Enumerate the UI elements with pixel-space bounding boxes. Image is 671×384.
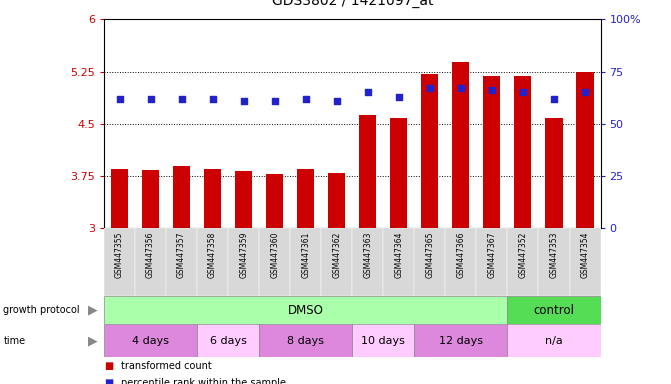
- Bar: [104, 296, 507, 324]
- Point: [331, 98, 342, 104]
- Text: GSM447363: GSM447363: [363, 232, 372, 278]
- Point: [269, 98, 280, 104]
- Point: [456, 85, 466, 91]
- Point: [549, 96, 560, 102]
- Point: [362, 89, 373, 96]
- Text: control: control: [533, 304, 574, 316]
- Bar: [546, 118, 562, 228]
- Text: GSM447357: GSM447357: [177, 232, 186, 278]
- Bar: [104, 228, 135, 296]
- Point: [580, 89, 590, 96]
- Text: ■: ■: [104, 361, 113, 371]
- Point: [301, 96, 311, 102]
- Text: DMSO: DMSO: [288, 304, 323, 316]
- Text: GSM447356: GSM447356: [146, 232, 155, 278]
- Bar: [135, 228, 166, 296]
- Bar: [352, 324, 414, 357]
- Bar: [166, 228, 197, 296]
- Bar: [228, 228, 259, 296]
- Bar: [173, 166, 190, 228]
- Bar: [352, 228, 383, 296]
- Bar: [507, 296, 601, 324]
- Text: GSM447365: GSM447365: [425, 232, 434, 278]
- Bar: [515, 76, 531, 228]
- Text: GSM447353: GSM447353: [550, 232, 558, 278]
- Bar: [383, 228, 415, 296]
- Text: 12 days: 12 days: [439, 336, 483, 346]
- Bar: [197, 228, 228, 296]
- Bar: [414, 228, 446, 296]
- Text: growth protocol: growth protocol: [3, 305, 80, 315]
- Bar: [483, 76, 501, 228]
- Bar: [538, 228, 570, 296]
- Bar: [576, 72, 594, 228]
- Point: [425, 85, 435, 91]
- Bar: [111, 169, 128, 228]
- Text: time: time: [3, 336, 25, 346]
- Bar: [197, 324, 259, 357]
- Text: GSM447358: GSM447358: [208, 232, 217, 278]
- Bar: [359, 115, 376, 228]
- Point: [145, 96, 156, 102]
- Text: GSM447362: GSM447362: [332, 232, 342, 278]
- Bar: [414, 324, 507, 357]
- Bar: [328, 173, 346, 228]
- Text: GSM447360: GSM447360: [270, 232, 279, 278]
- Text: GSM447367: GSM447367: [487, 232, 497, 278]
- Text: ■: ■: [104, 378, 113, 384]
- Text: GSM447359: GSM447359: [239, 232, 248, 278]
- Text: percentile rank within the sample: percentile rank within the sample: [121, 378, 286, 384]
- Bar: [570, 228, 601, 296]
- Text: 4 days: 4 days: [132, 336, 169, 346]
- Bar: [259, 228, 290, 296]
- Bar: [391, 118, 407, 228]
- Text: 10 days: 10 days: [362, 336, 405, 346]
- Point: [393, 94, 404, 100]
- Bar: [259, 324, 352, 357]
- Bar: [446, 228, 476, 296]
- Text: GSM447354: GSM447354: [580, 232, 590, 278]
- Text: ▶: ▶: [88, 304, 97, 316]
- Text: GSM447366: GSM447366: [456, 232, 466, 278]
- Bar: [507, 228, 538, 296]
- Point: [517, 89, 528, 96]
- Bar: [297, 169, 314, 228]
- Text: GSM447352: GSM447352: [519, 232, 527, 278]
- Text: GSM447361: GSM447361: [301, 232, 310, 278]
- Bar: [507, 324, 601, 357]
- Text: ▶: ▶: [88, 334, 97, 347]
- Bar: [476, 228, 507, 296]
- Point: [114, 96, 125, 102]
- Text: 6 days: 6 days: [210, 336, 246, 346]
- Bar: [235, 171, 252, 228]
- Point: [207, 96, 218, 102]
- Bar: [452, 63, 470, 228]
- Bar: [204, 169, 221, 228]
- Bar: [142, 170, 159, 228]
- Bar: [321, 228, 352, 296]
- Text: 8 days: 8 days: [287, 336, 324, 346]
- Bar: [104, 324, 197, 357]
- Text: GSM447364: GSM447364: [395, 232, 403, 278]
- Bar: [290, 228, 321, 296]
- Text: n/a: n/a: [545, 336, 563, 346]
- Point: [486, 87, 497, 93]
- Text: GSM447355: GSM447355: [115, 232, 124, 278]
- Point: [238, 98, 249, 104]
- Point: [176, 96, 187, 102]
- Text: GDS3802 / 1421097_at: GDS3802 / 1421097_at: [272, 0, 433, 8]
- Bar: [266, 174, 283, 228]
- Text: transformed count: transformed count: [121, 361, 211, 371]
- Bar: [421, 74, 438, 228]
